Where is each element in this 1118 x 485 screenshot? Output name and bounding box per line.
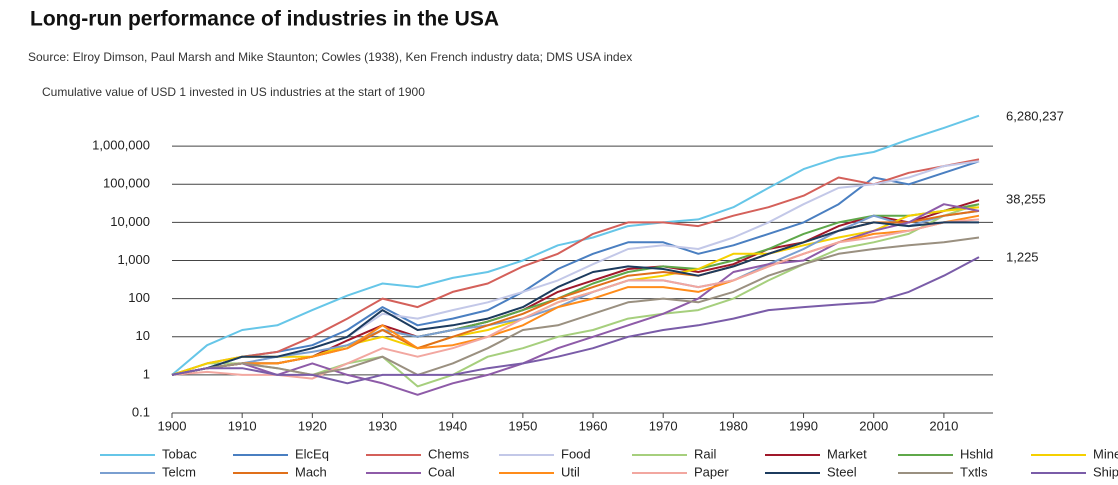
annotation: 1,225 xyxy=(1006,249,1039,264)
x-tick-label: 2000 xyxy=(859,418,888,433)
y-tick-label: 100,000 xyxy=(103,176,150,191)
x-tick-label: 1930 xyxy=(368,418,397,433)
legend-label: Paper xyxy=(694,464,729,479)
legend-label: Mach xyxy=(295,464,327,479)
legend-label: Rail xyxy=(694,446,717,461)
y-tick-label: 10,000 xyxy=(110,214,150,229)
legend-label: Food xyxy=(561,446,591,461)
legend-label: Coal xyxy=(428,464,455,479)
y-tick-label: 1 xyxy=(143,366,150,381)
x-tick-label: 1900 xyxy=(158,418,187,433)
series-line xyxy=(171,218,980,380)
x-tick-label: 1980 xyxy=(719,418,748,433)
legend-label: Hshld xyxy=(960,446,993,461)
series-line xyxy=(171,160,980,376)
series-line xyxy=(171,158,980,376)
y-tick-label: 1,000 xyxy=(117,252,150,267)
x-tick-label: 2010 xyxy=(929,418,958,433)
x-tick-label: 1920 xyxy=(298,418,327,433)
legend-label: Chems xyxy=(428,446,470,461)
series-line xyxy=(171,236,980,376)
x-tick-label: 1960 xyxy=(579,418,608,433)
y-tick-label: 0.1 xyxy=(132,404,150,419)
chart-title: Long-run performance of industries in th… xyxy=(30,8,499,31)
legend-label: Ships xyxy=(1093,464,1118,479)
legend-label: Util xyxy=(561,464,580,479)
source: Source: Elroy Dimson, Paul Marsh and Mik… xyxy=(28,50,633,64)
series-line xyxy=(171,256,980,385)
legend-label: Tobac xyxy=(162,446,197,461)
annotation: 6,280,237 xyxy=(1006,108,1064,123)
annotation: 38,255 xyxy=(1006,191,1046,206)
series-line xyxy=(171,221,979,376)
legend-label: Market xyxy=(827,446,867,461)
source-box: Source: Elroy Dimson, Paul Marsh and Mik… xyxy=(28,50,633,64)
x-tick-label: 1950 xyxy=(508,418,537,433)
series-line xyxy=(171,209,980,376)
x-tick-label: 1910 xyxy=(228,418,257,433)
legend-label: Txtls xyxy=(960,464,988,479)
y-tick-label: 100 xyxy=(128,290,150,305)
series-line xyxy=(171,114,980,376)
y-tick-label: 10 xyxy=(136,328,150,343)
subtitle: Cumulative value of USD 1 invested in US… xyxy=(42,85,425,99)
x-tick-label: 1940 xyxy=(438,418,467,433)
x-tick-label: 1970 xyxy=(649,418,678,433)
legend-label: Mines xyxy=(1093,446,1118,461)
legend-label: Steel xyxy=(827,464,857,479)
x-tick-label: 1990 xyxy=(789,418,818,433)
series-line xyxy=(171,203,980,388)
legend-label: ElcEq xyxy=(295,446,329,461)
legend-label: Telcm xyxy=(162,464,196,479)
y-tick-label: 1,000,000 xyxy=(92,138,150,153)
